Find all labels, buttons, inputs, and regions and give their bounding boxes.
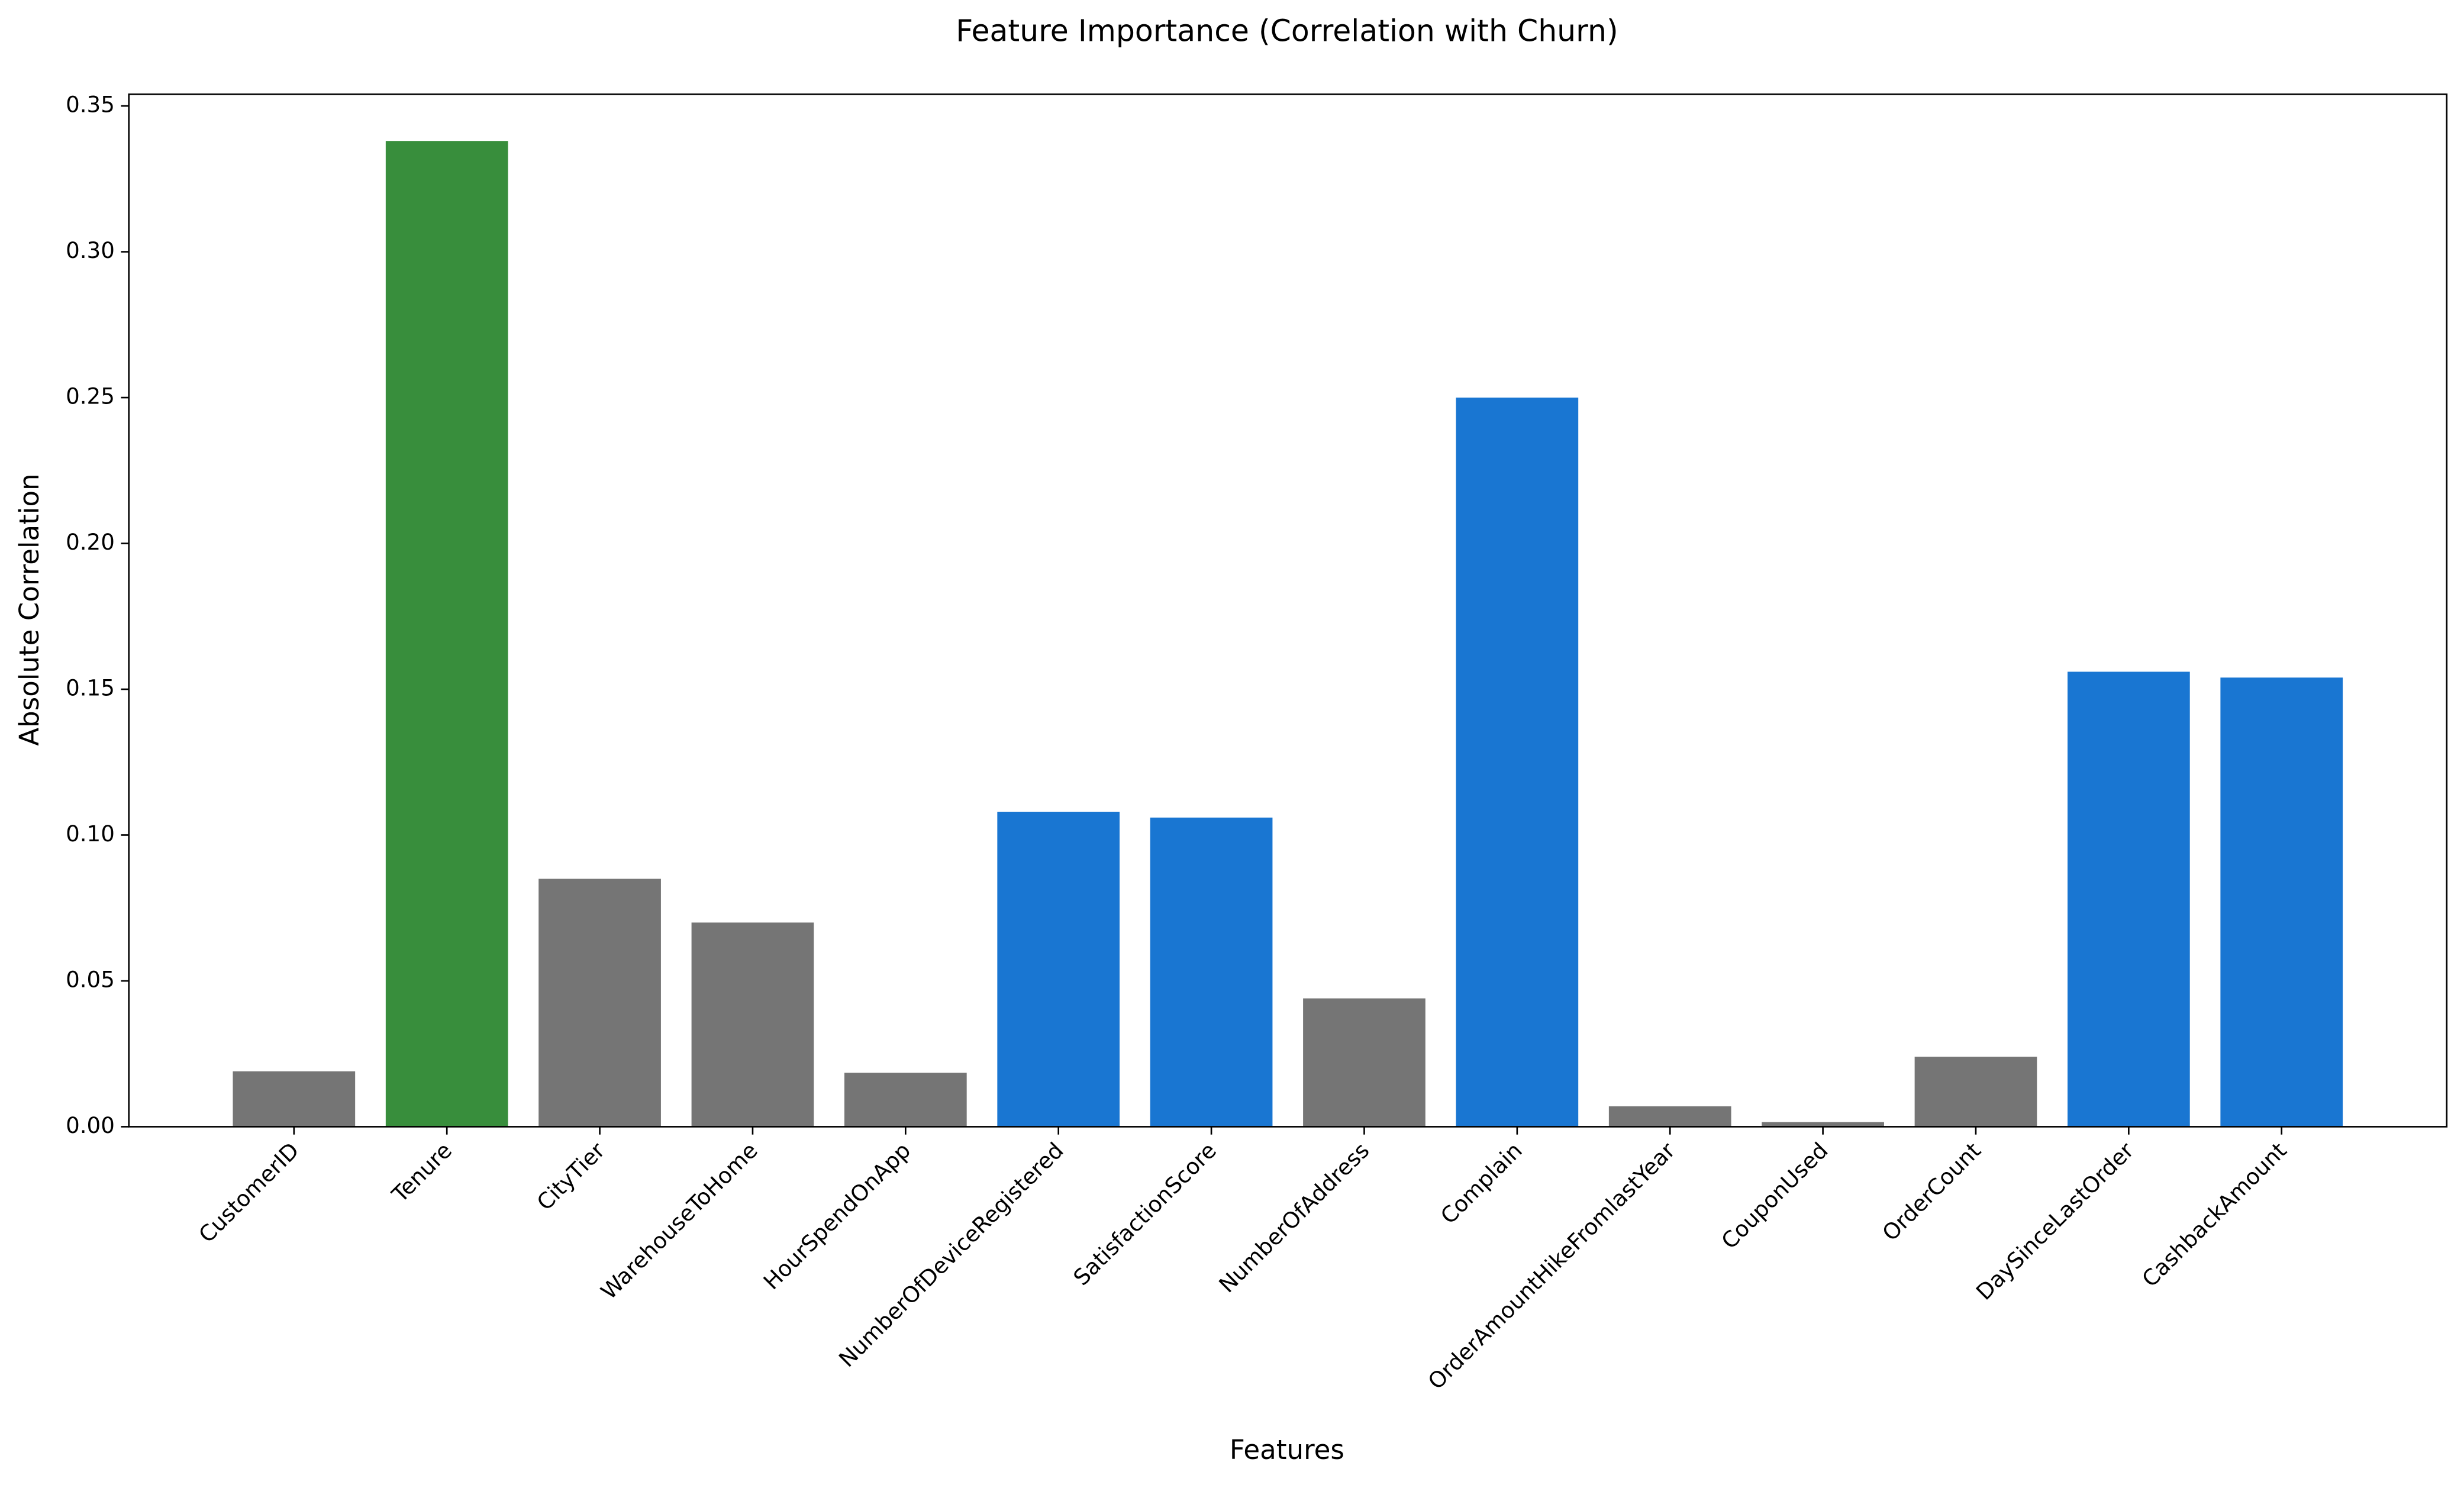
bar [1762,1122,1884,1127]
bar [233,1071,356,1127]
x-tick-label: CityTier [531,1137,610,1216]
bar [1456,398,1579,1127]
x-tick-label: CashbackAmount [2137,1137,2292,1292]
y-tick-label: 0.35 [66,92,115,118]
bar [1150,817,1273,1127]
y-tick-label: 0.10 [66,821,115,847]
x-tick-label: CouponUsed [1716,1137,1833,1254]
bar [385,141,508,1127]
bar [844,1073,967,1127]
x-tick-label: HourSpendOnApp [758,1137,915,1294]
chart-title: Feature Importance (Correlation with Chu… [956,13,1618,48]
y-tick-label: 0.15 [66,674,115,700]
x-tick-label: Tenure [386,1137,457,1208]
bar [1608,1106,1731,1127]
bar [691,922,814,1127]
y-tick-label: 0.00 [66,1112,115,1138]
x-tick-label: CustomerID [193,1137,304,1248]
bar [538,879,661,1127]
x-tick-label: NumberOfAddress [1214,1137,1374,1297]
plot-frame [128,93,2448,1128]
x-tick-label: OrderAmountHikeFromlastYear [1423,1137,1680,1394]
y-tick-label: 0.05 [66,966,115,992]
y-tick-label: 0.20 [66,529,115,555]
y-tick-label: 0.25 [66,383,115,409]
bar [1914,1057,2037,1127]
x-tick-label: SatisfactionScore [1068,1137,1221,1290]
bar [2068,672,2190,1127]
x-axis-label: Features [1230,1434,1344,1465]
x-tick-label: DaySinceLastOrder [1971,1137,2139,1305]
x-tick-label: Complain [1436,1137,1527,1229]
y-axis-label: Absolute Correlation [14,473,45,745]
x-tick-label: WarehouseToHome [595,1137,762,1305]
y-tick-label: 0.30 [66,237,115,263]
x-tick-label: OrderCount [1877,1137,1986,1246]
bar [997,812,1120,1127]
bar [1303,998,1425,1127]
bar [2220,677,2343,1127]
